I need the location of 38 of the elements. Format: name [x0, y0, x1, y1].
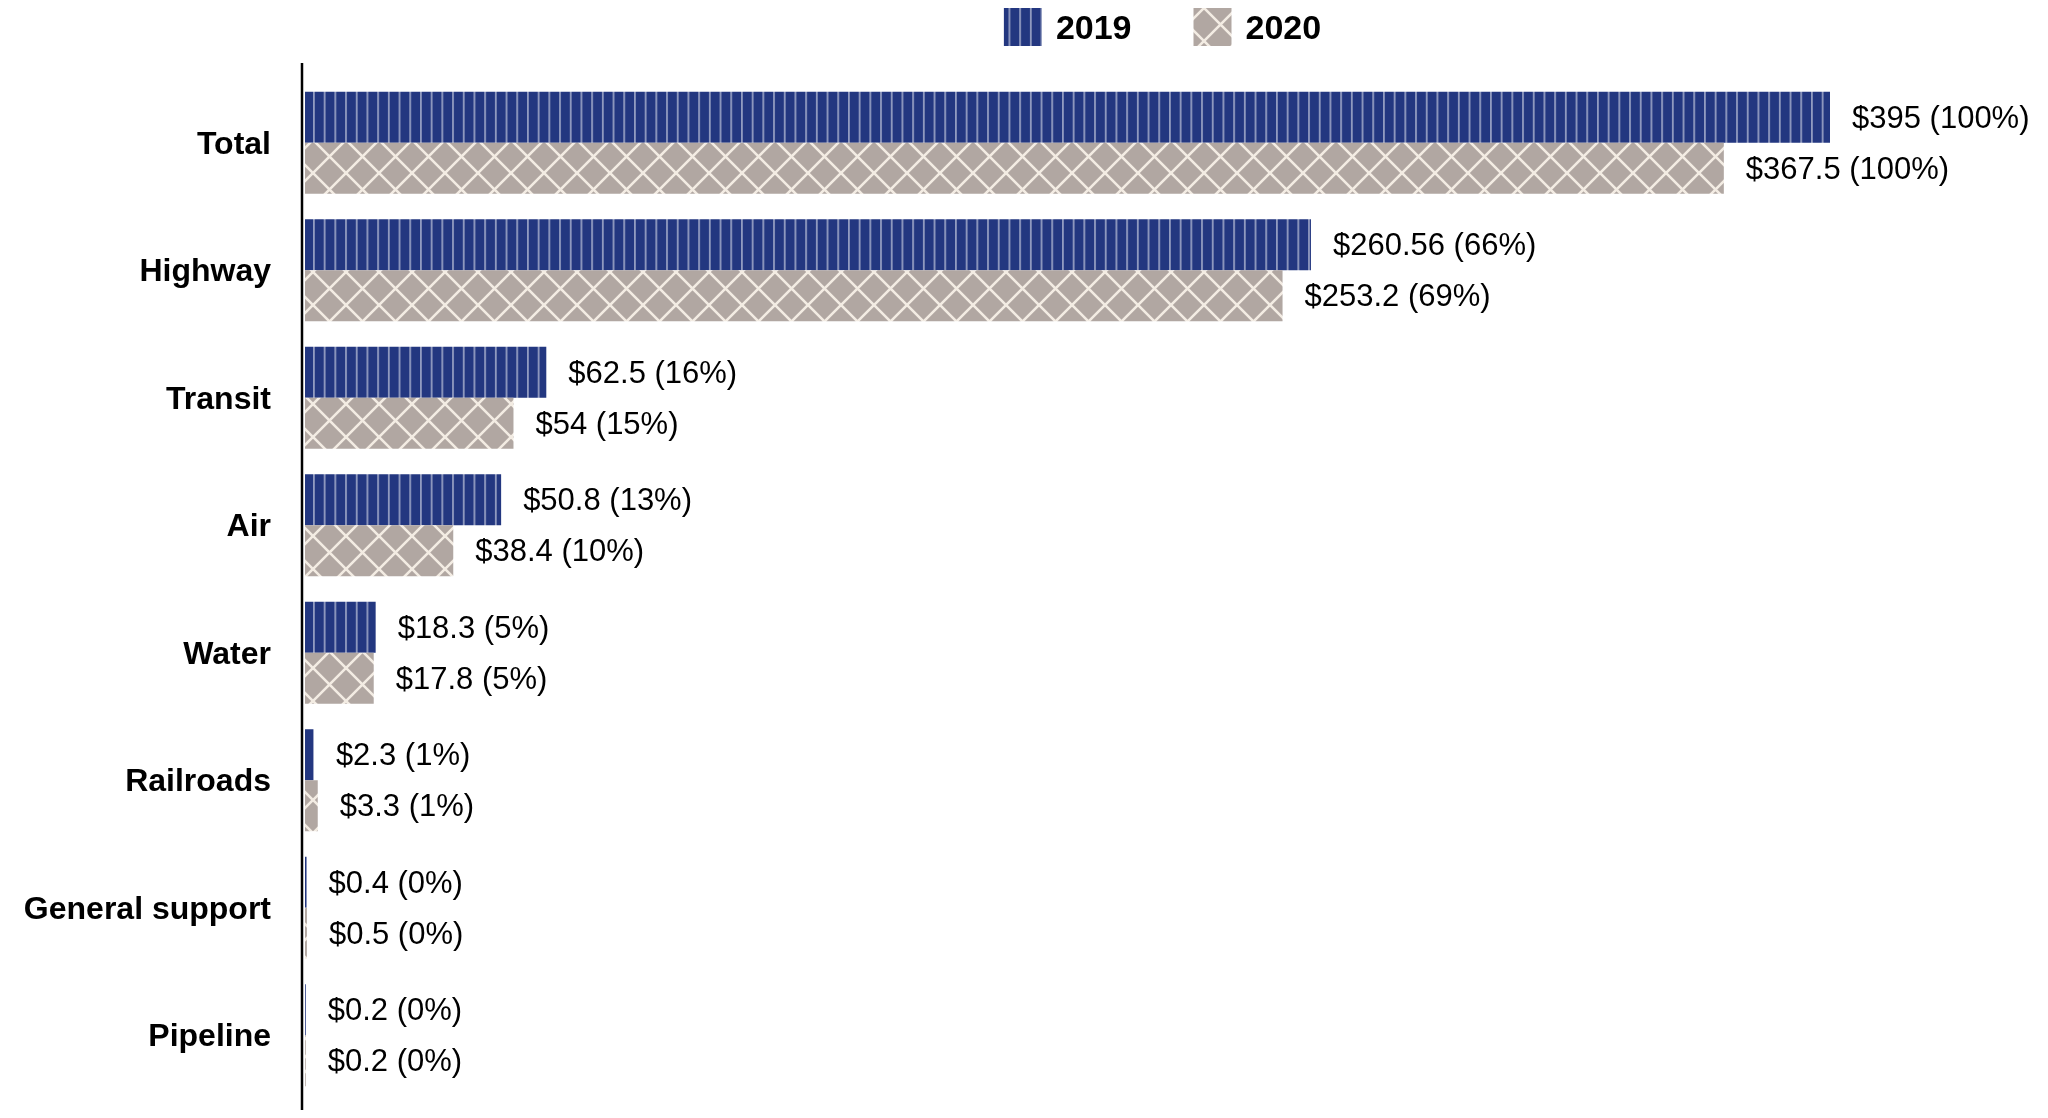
data-label: $367.5 (100%)	[1745, 150, 1950, 186]
legend-label: 2019	[1055, 8, 1132, 46]
data-label: $395 (100%)	[1852, 99, 2030, 135]
data-label: $2.3 (1%)	[335, 737, 471, 773]
y-tick-label: Total	[196, 124, 271, 161]
data-label: $54 (15%)	[535, 405, 679, 441]
bar	[305, 91, 1830, 143]
bar	[305, 474, 502, 526]
data-label: $0.4 (0%)	[328, 864, 463, 900]
bar	[305, 346, 547, 398]
bar	[305, 652, 374, 704]
y-tick-label: Highway	[139, 252, 272, 289]
bar	[305, 601, 376, 653]
y-tick-label: Pipeline	[148, 1017, 271, 1054]
data-label: $17.8 (5%)	[395, 660, 548, 696]
y-tick-label: Water	[183, 634, 271, 671]
data-label: $0.2 (0%)	[327, 1043, 463, 1079]
data-label: $260.56 (66%)	[1332, 227, 1537, 263]
data-label: $0.2 (0%)	[327, 992, 463, 1028]
bar	[305, 780, 318, 832]
data-label: $62.5 (16%)	[568, 354, 738, 390]
bar	[305, 729, 314, 781]
y-tick-label: Railroads	[125, 762, 271, 799]
data-label: $0.5 (0%)	[328, 915, 464, 951]
data-label: $18.3 (5%)	[397, 609, 550, 645]
bar	[305, 142, 1724, 194]
y-tick-label: Transit	[166, 379, 272, 416]
data-label: $3.3 (1%)	[339, 788, 475, 824]
y-tick-label: Air	[226, 507, 271, 544]
bar	[305, 525, 454, 577]
data-label: $38.4 (10%)	[475, 533, 645, 569]
data-label: $50.8 (13%)	[523, 482, 693, 518]
y-tick-label: General support	[23, 889, 272, 926]
bar	[305, 270, 1283, 322]
data-label: $253.2 (69%)	[1304, 278, 1491, 314]
legend-label: 2020	[1245, 8, 1322, 46]
bar	[305, 397, 514, 449]
bar	[305, 219, 1311, 271]
